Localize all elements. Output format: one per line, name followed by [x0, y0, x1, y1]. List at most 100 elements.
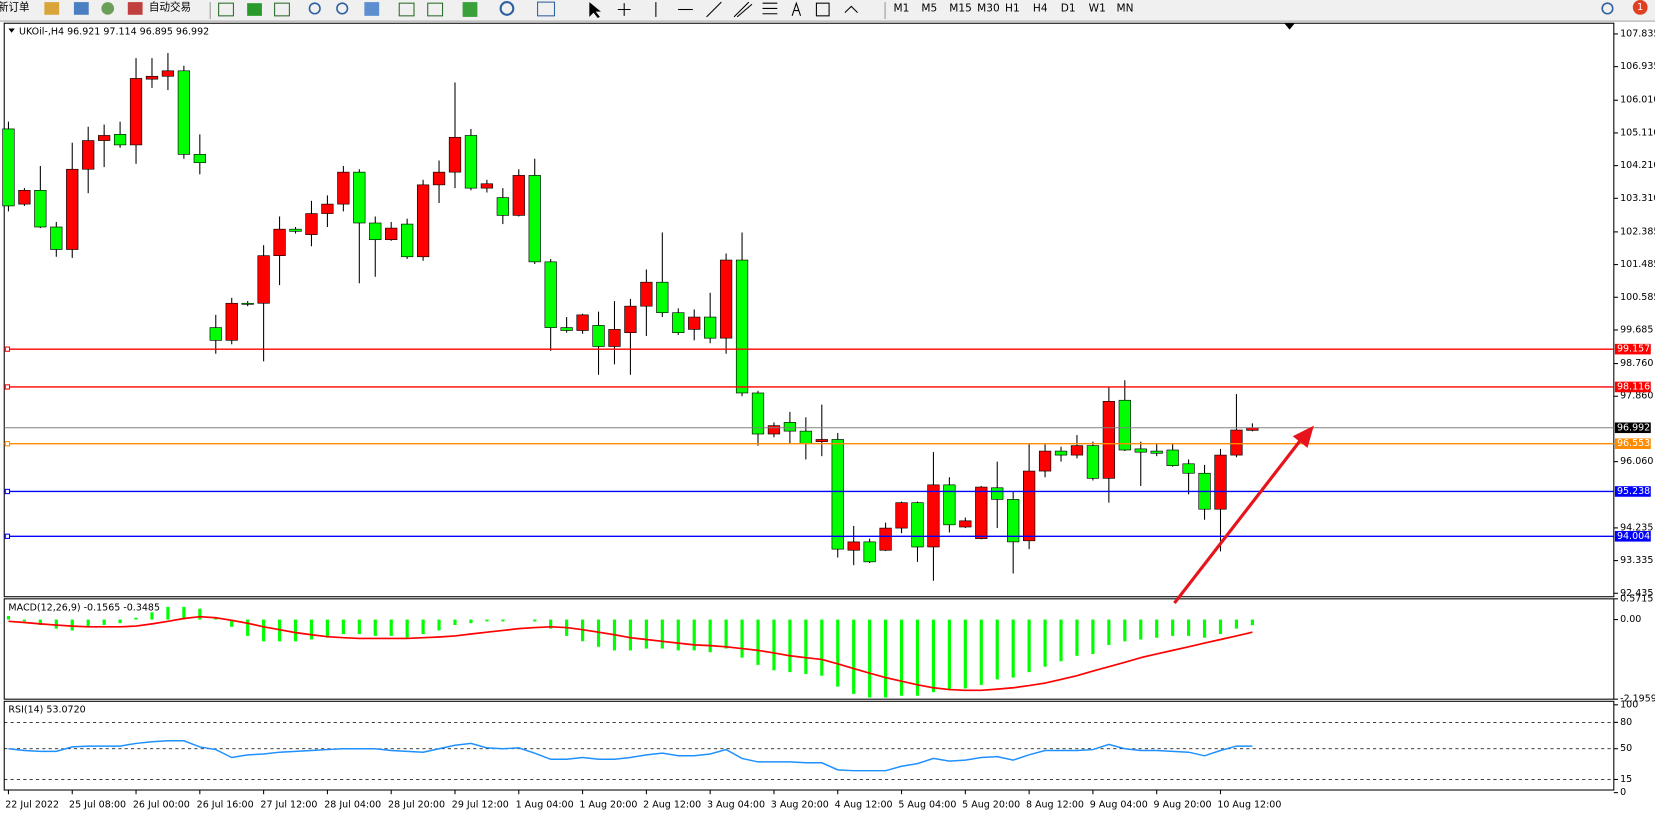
level-handle [4, 441, 11, 447]
candle-body [927, 484, 940, 548]
fibo-tool[interactable] [762, 2, 778, 15]
candle-body [2, 128, 15, 207]
candle-body [1038, 450, 1052, 472]
new-order-button[interactable]: 新订单 [0, 0, 30, 13]
candle-body [416, 184, 430, 258]
timeframe-button[interactable]: H4 [1033, 2, 1048, 14]
candle-body [1022, 470, 1036, 542]
y-tick-label: 103.310 [1620, 193, 1655, 204]
candle-body [369, 222, 382, 241]
notification-count: 1 [1637, 2, 1643, 13]
auto-trading-icon[interactable] [127, 2, 143, 15]
icon[interactable] [274, 2, 290, 17]
candle-body [385, 227, 398, 241]
auto-trading-button[interactable]: 自动交易 [149, 0, 191, 13]
timeframe-button[interactable]: M1 [894, 2, 910, 14]
level-label: 94.004 [1617, 531, 1650, 542]
candle-body [1182, 463, 1195, 474]
y-tick-label: 50 [1620, 743, 1632, 754]
candle-body [624, 305, 637, 334]
timeframe-button[interactable]: M30 [977, 2, 1000, 14]
crosshair-tool[interactable] [617, 3, 631, 16]
y-tick-label: 0.00 [1620, 614, 1641, 625]
candle-body [1086, 445, 1100, 479]
level-label-bg [1614, 438, 1651, 449]
candle-body [783, 422, 797, 432]
y-tick-label: 100 [1620, 699, 1638, 710]
candle-body [528, 175, 541, 263]
zoom-in[interactable] [308, 2, 321, 15]
icon[interactable] [427, 2, 444, 17]
timeframe-button[interactable]: M5 [921, 2, 937, 14]
icon[interactable] [247, 3, 262, 16]
candle-body [719, 259, 733, 339]
y-tick-label: 105.110 [1620, 127, 1655, 138]
x-tick-label: 1 Aug 04:00 [516, 799, 574, 810]
channel-tool[interactable] [733, 1, 753, 18]
macd-value: -0.1565 [84, 602, 121, 613]
timeframe-button[interactable]: M15 [949, 2, 972, 14]
candle-body [401, 223, 414, 258]
timeframe-button[interactable]: MN [1117, 2, 1134, 14]
shift-marker [1284, 23, 1295, 30]
search[interactable] [1601, 2, 1614, 15]
candle-body [432, 171, 446, 186]
candle-body [289, 228, 302, 232]
candle-body [863, 541, 876, 563]
level-label-bg [1614, 531, 1651, 542]
timeframe-button[interactable]: H1 [1005, 2, 1020, 14]
notification-badge[interactable] [1632, 0, 1648, 15]
rsi-line [8, 740, 1253, 772]
x-tick-label: 22 Jul 2022 [5, 799, 59, 810]
timeframe-button[interactable]: W1 [1089, 2, 1106, 14]
arrows-tool[interactable] [844, 5, 858, 14]
candle-body [1054, 450, 1068, 456]
candle-body [66, 168, 79, 250]
zoom-out[interactable] [336, 2, 349, 15]
level-label: 95.238 [1617, 486, 1650, 497]
low: 96.895 [140, 26, 173, 37]
candle-body [943, 484, 956, 526]
x-tick-label: 27 Jul 12:00 [260, 799, 317, 810]
candle-body [337, 171, 350, 205]
level-handle [4, 488, 11, 495]
y-tick-label: 106.010 [1620, 95, 1655, 106]
open: 96.921 [67, 26, 100, 37]
candle-body [799, 430, 812, 444]
rsi-panel [3, 700, 1615, 791]
candle-body [959, 520, 972, 528]
icon[interactable] [218, 2, 234, 17]
candle-body [1230, 429, 1243, 456]
candle-body [34, 189, 47, 228]
templates[interactable] [537, 1, 556, 17]
periods[interactable] [499, 1, 515, 16]
candle-body [831, 439, 844, 550]
icon[interactable] [101, 2, 115, 15]
text-tool[interactable] [791, 1, 802, 17]
y-tick-label: 0 [1620, 787, 1626, 798]
trendline-tool[interactable] [706, 1, 722, 18]
tile-windows[interactable] [364, 2, 380, 16]
candle-body [1150, 450, 1163, 454]
icon[interactable] [73, 2, 89, 15]
level-handle [4, 384, 11, 390]
cursor-tool[interactable] [589, 2, 601, 18]
y-tick-label: 92.435 [1620, 588, 1653, 599]
x-tick-label: 5 Aug 04:00 [898, 799, 956, 810]
x-tick-label: 28 Jul 04:00 [324, 799, 381, 810]
x-tick-label: 4 Aug 12:00 [835, 799, 893, 810]
candle-body [879, 527, 892, 551]
label-tool[interactable] [815, 2, 830, 17]
candle-body [656, 281, 669, 314]
annotation-arrowhead [1292, 425, 1314, 448]
timeframe-button[interactable]: D1 [1061, 2, 1076, 14]
candle-body [975, 486, 988, 539]
rsi-header: RSI(14) 53.0720 [8, 704, 85, 715]
last-price-label: 96.992 [1617, 422, 1650, 433]
candle-body [145, 75, 159, 80]
indicators[interactable] [462, 2, 478, 17]
x-tick-label: 29 Jul 12:00 [452, 799, 509, 810]
icon[interactable] [44, 2, 60, 15]
icon[interactable] [398, 2, 415, 17]
